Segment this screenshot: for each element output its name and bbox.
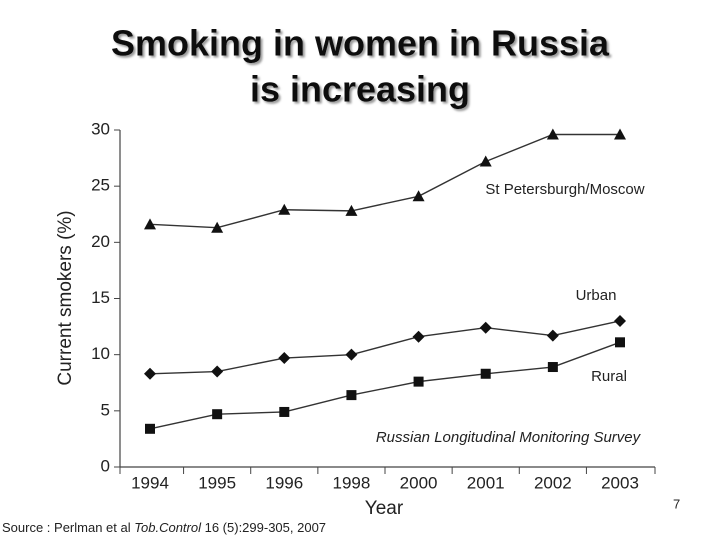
series-label: Urban bbox=[576, 287, 617, 304]
x-axis-title: Year bbox=[365, 498, 404, 519]
data-point bbox=[279, 406, 290, 417]
data-point bbox=[211, 365, 224, 378]
data-point bbox=[211, 221, 224, 233]
title: Smoking in women in Russia bbox=[111, 23, 610, 64]
y-tick-label: 5 bbox=[101, 400, 110, 419]
x-tick-label: 2003 bbox=[601, 473, 639, 492]
series-line bbox=[149, 133, 620, 229]
source-suffix: 16 (5):299-305, 2007 bbox=[205, 520, 326, 535]
x-tick-label: 1995 bbox=[198, 473, 236, 492]
x-tick-label: 1998 bbox=[333, 473, 371, 492]
y-tick-label: 10 bbox=[91, 344, 110, 363]
data-point bbox=[345, 204, 358, 216]
data-point bbox=[479, 321, 492, 334]
data-point bbox=[479, 155, 492, 167]
data-point bbox=[547, 362, 558, 373]
y-tick-label: 20 bbox=[91, 232, 110, 251]
x-tick-label: 2001 bbox=[467, 473, 505, 492]
data-point bbox=[480, 368, 491, 379]
data-point bbox=[145, 423, 155, 434]
data-point bbox=[278, 352, 291, 365]
x-tick-label: 2002 bbox=[534, 473, 572, 492]
data-point bbox=[278, 203, 291, 215]
data-point bbox=[546, 128, 559, 140]
y-tick-label: 30 bbox=[91, 119, 110, 138]
x-tick-label: 1996 bbox=[265, 473, 303, 492]
source-prefix: Source : Perlman et al bbox=[2, 520, 131, 535]
data-point bbox=[212, 409, 223, 420]
y-tick-label: 0 bbox=[101, 456, 110, 475]
data-point bbox=[546, 329, 559, 342]
data-point bbox=[412, 330, 425, 343]
page-number: 7 bbox=[673, 496, 680, 511]
data-point bbox=[614, 128, 626, 140]
source-journal: Tob.Control bbox=[134, 520, 202, 535]
data-point bbox=[615, 337, 625, 348]
series-label: St Petersburgh/Moscow bbox=[485, 181, 644, 198]
data-point bbox=[413, 376, 424, 387]
series-label: Rural bbox=[591, 368, 627, 385]
y-tick-label: 15 bbox=[91, 288, 110, 307]
data-point bbox=[412, 190, 425, 202]
y-tick-label: 25 bbox=[91, 176, 110, 195]
source: Source : Perlman et al Tob.Control 16 (5… bbox=[2, 520, 326, 535]
data-point bbox=[614, 314, 626, 327]
y-axis-title: Current smokers (%) bbox=[55, 210, 76, 385]
data-point bbox=[345, 348, 358, 361]
annotation: Russian Longitudinal Monitoring Survey bbox=[376, 429, 642, 446]
series-line bbox=[149, 320, 621, 375]
data-point bbox=[144, 218, 156, 230]
data-point bbox=[144, 367, 156, 380]
x-tick-label: 2000 bbox=[400, 473, 438, 492]
x-tick-label: 1994 bbox=[131, 473, 169, 492]
series-line bbox=[149, 341, 621, 430]
title: is increasing bbox=[250, 69, 470, 110]
data-point bbox=[346, 390, 357, 401]
